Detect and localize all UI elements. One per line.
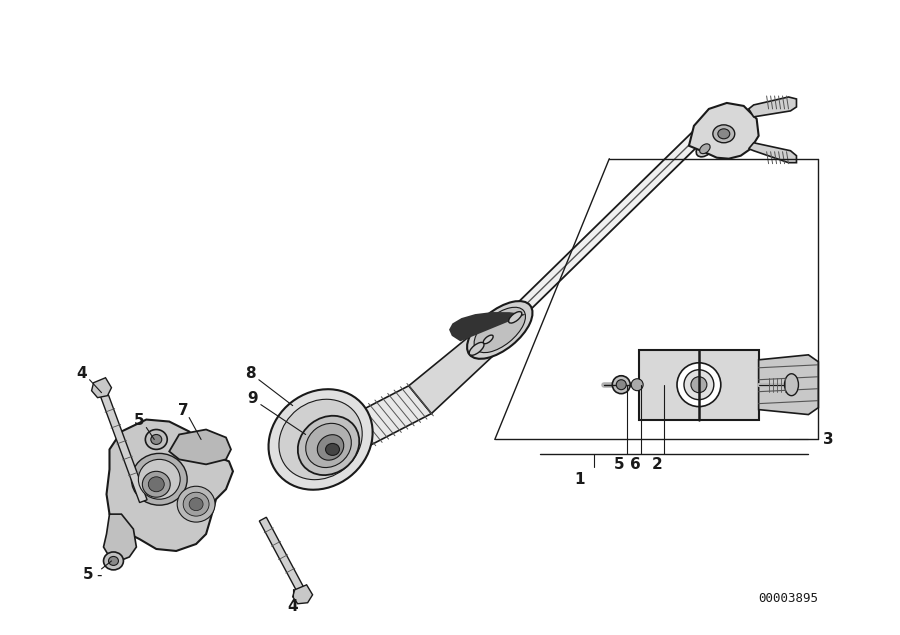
Text: 00003895: 00003895 xyxy=(759,592,818,605)
Ellipse shape xyxy=(131,453,187,505)
Text: 3: 3 xyxy=(823,432,833,447)
Ellipse shape xyxy=(677,363,721,406)
Ellipse shape xyxy=(474,307,526,352)
Ellipse shape xyxy=(139,459,180,499)
Polygon shape xyxy=(749,143,796,163)
Ellipse shape xyxy=(718,129,730,139)
Ellipse shape xyxy=(306,424,351,467)
Polygon shape xyxy=(409,319,508,413)
Ellipse shape xyxy=(148,477,165,491)
Ellipse shape xyxy=(697,140,714,157)
Text: 5: 5 xyxy=(83,567,94,582)
Polygon shape xyxy=(449,312,526,342)
Polygon shape xyxy=(98,386,147,502)
Ellipse shape xyxy=(268,389,373,490)
Ellipse shape xyxy=(508,312,522,323)
Ellipse shape xyxy=(691,377,707,392)
Polygon shape xyxy=(292,585,312,604)
Ellipse shape xyxy=(699,144,710,154)
Polygon shape xyxy=(639,350,759,420)
Polygon shape xyxy=(169,429,231,464)
Text: 8: 8 xyxy=(246,366,256,381)
Text: -: - xyxy=(95,567,102,582)
Text: 5: 5 xyxy=(614,457,625,472)
Polygon shape xyxy=(106,420,233,551)
Text: 7: 7 xyxy=(178,403,188,418)
Ellipse shape xyxy=(616,380,626,390)
Ellipse shape xyxy=(184,492,209,516)
Ellipse shape xyxy=(713,125,734,143)
Text: 1: 1 xyxy=(574,472,585,487)
Ellipse shape xyxy=(483,335,493,344)
Polygon shape xyxy=(92,378,112,398)
Ellipse shape xyxy=(109,556,119,565)
Ellipse shape xyxy=(631,378,644,391)
Polygon shape xyxy=(749,97,796,117)
Ellipse shape xyxy=(177,486,215,522)
Text: 6: 6 xyxy=(630,457,641,472)
Ellipse shape xyxy=(189,498,203,511)
Text: 2: 2 xyxy=(652,457,662,472)
Ellipse shape xyxy=(612,376,630,394)
Ellipse shape xyxy=(684,370,714,399)
Ellipse shape xyxy=(785,374,798,396)
Ellipse shape xyxy=(279,399,362,479)
Ellipse shape xyxy=(326,443,339,455)
Polygon shape xyxy=(274,385,431,483)
Text: 4: 4 xyxy=(76,366,87,381)
Polygon shape xyxy=(104,514,137,561)
Ellipse shape xyxy=(298,416,359,475)
Polygon shape xyxy=(495,110,724,335)
Polygon shape xyxy=(689,103,759,159)
Ellipse shape xyxy=(104,552,123,570)
Ellipse shape xyxy=(145,429,167,450)
Ellipse shape xyxy=(467,301,533,359)
Text: 9: 9 xyxy=(248,391,258,406)
Ellipse shape xyxy=(469,342,484,355)
Polygon shape xyxy=(759,355,818,415)
Ellipse shape xyxy=(151,434,162,444)
Polygon shape xyxy=(259,518,306,596)
Ellipse shape xyxy=(142,471,170,497)
Text: 5: 5 xyxy=(134,413,145,428)
Text: 4: 4 xyxy=(287,599,298,614)
Ellipse shape xyxy=(318,435,344,460)
